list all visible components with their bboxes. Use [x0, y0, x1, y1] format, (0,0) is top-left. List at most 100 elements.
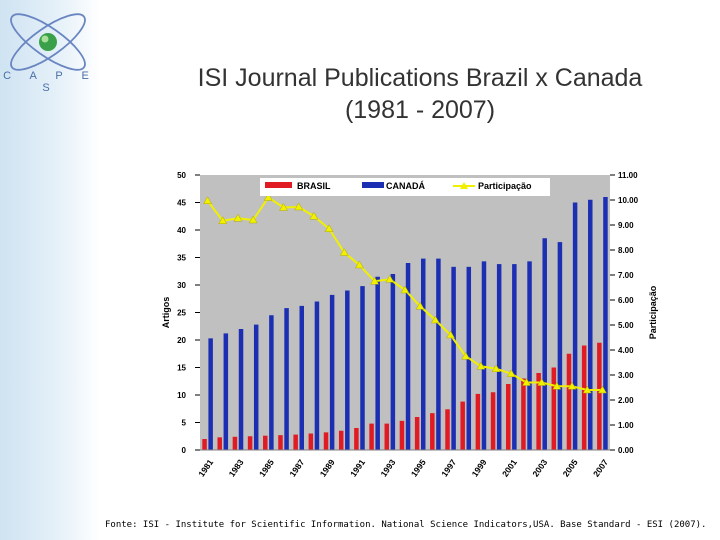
participacao-marker: [400, 285, 410, 294]
title-line-1: ISI Journal Publications Brazil x Canada: [197, 64, 643, 92]
bar-brasil: [202, 439, 207, 450]
x-tick-label: 2005: [561, 457, 580, 478]
bar-brasil: [263, 435, 268, 450]
bar-canada: [269, 315, 274, 450]
bar-canada: [314, 301, 320, 450]
legend-box: [260, 178, 550, 196]
legend-label-brasil: BRASIL: [297, 181, 331, 191]
bar-brasil: [323, 432, 329, 450]
bar-brasil: [232, 436, 238, 450]
x-tick-label: 1999: [470, 457, 489, 478]
y-tick-label: 35: [177, 254, 186, 263]
y-tick-label: 5: [182, 419, 187, 428]
bar-canada: [557, 242, 563, 450]
x-tick-label: 1981: [196, 457, 215, 478]
participacao-marker: [385, 274, 395, 283]
bar-canada: [390, 274, 396, 450]
logo-orbit-2: [10, 13, 86, 71]
x-tick-label: 1983: [227, 457, 246, 478]
participacao-marker: [233, 213, 243, 222]
bar-canada: [238, 329, 244, 450]
x-tick-label: 1993: [378, 457, 397, 478]
legend-label-canada: CANADÁ: [386, 181, 425, 191]
bar-canada: [496, 264, 502, 450]
x-tick-label: 1991: [348, 457, 367, 478]
bar-canada: [345, 290, 350, 450]
bar-canada: [603, 197, 608, 450]
x-tick-label: 2003: [530, 457, 549, 478]
bar-brasil: [354, 428, 359, 450]
bar-canada: [329, 294, 335, 450]
y2-axis-title: Participação: [648, 285, 658, 339]
x-tick-label: 1987: [287, 457, 306, 478]
participacao-marker: [446, 330, 455, 339]
sidebar-gradient: C A P E S: [0, 0, 100, 540]
bar-brasil: [217, 437, 222, 450]
bar-brasil: [293, 434, 298, 450]
y2-tick-label: 0.00: [618, 446, 634, 455]
bar-canada: [512, 264, 517, 450]
bar-canada: [405, 263, 411, 450]
participacao-marker: [370, 276, 380, 285]
y2-tick-label: 9.00: [618, 221, 634, 230]
participacao-marker: [415, 301, 425, 310]
participacao-marker: [461, 351, 471, 360]
participacao-marker: [476, 361, 486, 370]
bar-canada: [299, 305, 305, 450]
bar-brasil: [430, 413, 435, 450]
y-axis-title: Artigos: [161, 297, 171, 329]
legend-swatch-brasil: [265, 182, 292, 188]
logo-globe-highlight: [41, 35, 49, 43]
bar-canada: [208, 338, 213, 450]
legend-swatch-canada: [362, 182, 384, 188]
page-title: ISI Journal Publications Brazil x Canada…: [150, 62, 690, 126]
bar-brasil: [414, 417, 420, 450]
bar-brasil: [475, 393, 481, 450]
legend-marker-participacao: [460, 182, 468, 189]
bar-canada: [588, 199, 593, 450]
bar-brasil: [445, 409, 450, 450]
bar-brasil: [521, 378, 526, 450]
y2-tick-label: 10.00: [618, 196, 639, 205]
participacao-marker: [597, 385, 607, 394]
participacao-marker: [582, 385, 592, 394]
bar-brasil: [505, 384, 511, 450]
logo-text: C A P E S: [3, 70, 97, 94]
y-tick-label: 0: [182, 446, 187, 455]
bar-canada: [542, 238, 547, 450]
bar-brasil: [581, 345, 587, 450]
participacao-marker: [218, 216, 228, 224]
participacao-marker: [430, 315, 440, 324]
participacao-marker: [506, 369, 516, 377]
bar-canada: [572, 202, 578, 450]
y-tick-label: 45: [177, 199, 186, 208]
bar-brasil: [308, 433, 314, 450]
bar-canada: [451, 266, 456, 450]
source-note: Fonte: ISI - Institute for Scientific In…: [105, 520, 707, 530]
bar-canada: [436, 258, 441, 450]
bar-brasil: [399, 420, 405, 450]
participacao-marker: [309, 211, 319, 220]
bar-canada: [375, 276, 380, 450]
participacao-marker: [567, 381, 577, 390]
bar-brasil: [369, 423, 374, 450]
bar-brasil: [384, 423, 390, 450]
participacao-marker: [537, 377, 547, 386]
y-tick-label: 25: [177, 309, 186, 318]
participacao-marker: [552, 381, 562, 390]
bar-canada: [527, 261, 532, 450]
publications-chart: 0 5 10 15 20 25 30 35 40 45 50 0.00 1.00 2.00 3.00 4.00…: [161, 171, 658, 479]
y-tick-label: 30: [177, 281, 186, 290]
y-tick-label: 40: [177, 226, 186, 235]
y-tick-label: 20: [177, 336, 186, 345]
y2-tick-label: 5.00: [618, 321, 634, 330]
participacao-marker: [522, 377, 531, 386]
y2-tick-label: 2.00: [618, 396, 634, 405]
x-tick-label: 1995: [409, 457, 428, 478]
y2-tick-label: 3.00: [618, 371, 634, 380]
participacao-marker: [294, 202, 304, 211]
y-tick-label: 50: [177, 171, 186, 180]
title-line-2: (1981 - 2007): [344, 96, 496, 124]
participacao-marker: [324, 224, 334, 232]
plot-background: [200, 175, 610, 450]
